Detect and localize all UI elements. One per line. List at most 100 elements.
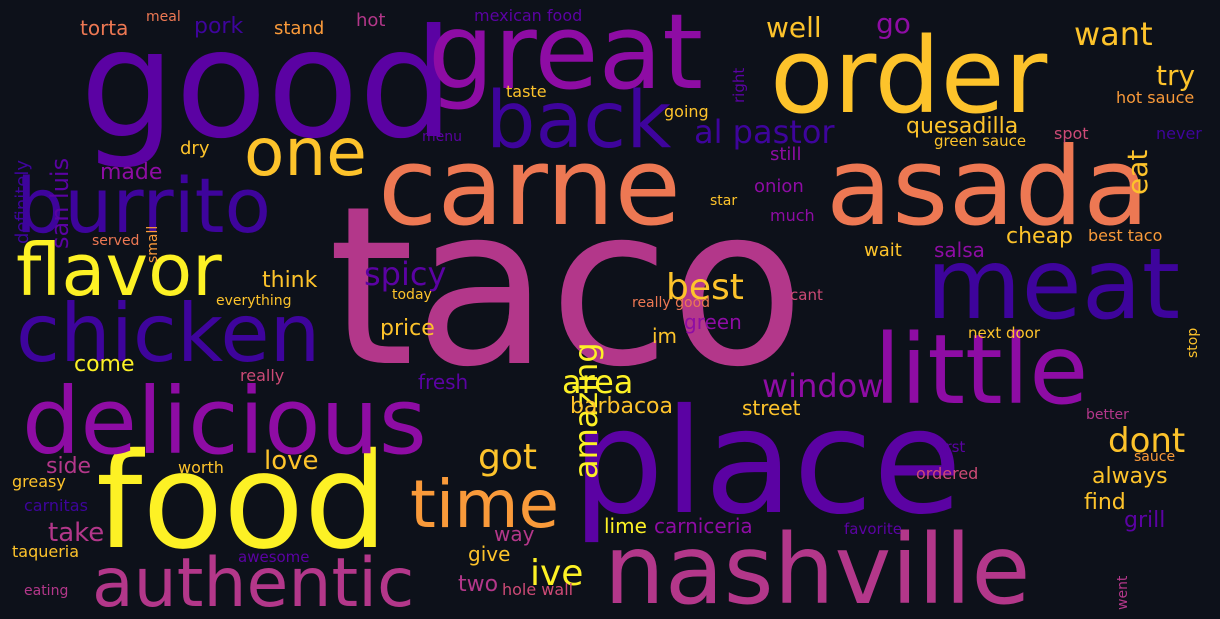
word-food: food <box>96 425 388 579</box>
word-san-luis: san luis <box>46 157 74 249</box>
word-served: served <box>92 233 140 249</box>
word-al-pastor: al pastor <box>694 113 835 151</box>
word-quesadilla: quesadilla <box>906 114 1019 139</box>
word-worth: worth <box>178 458 224 477</box>
word-really: really <box>240 366 285 385</box>
word-taco: taco <box>328 159 805 415</box>
word-two: two <box>458 572 499 597</box>
word-first: first <box>936 438 966 456</box>
word-find: find <box>1084 490 1126 515</box>
word-little: little <box>874 314 1089 426</box>
word-onion: onion <box>754 176 804 197</box>
word-menu: menu <box>422 129 462 145</box>
word-best-taco: best taco <box>1088 226 1163 245</box>
word-greasy: greasy <box>12 472 66 491</box>
word-delicious: delicious <box>22 368 427 475</box>
word-taqueria: taqueria <box>12 542 80 561</box>
word-well: well <box>766 11 822 44</box>
word-go: go <box>876 7 911 40</box>
word-dry: dry <box>180 138 210 159</box>
word-dont: dont <box>1108 421 1186 461</box>
word-good: good <box>80 0 454 172</box>
word-sauce: sauce <box>1134 449 1176 465</box>
word-give: give <box>468 542 511 566</box>
word-street: street <box>742 396 801 420</box>
word-going: going <box>664 102 709 121</box>
word-come: come <box>74 352 135 377</box>
word-price: price <box>380 316 435 341</box>
word-carne: carne <box>378 125 681 250</box>
word-order: order <box>770 15 1048 137</box>
word-grill: grill <box>1124 508 1166 533</box>
word-lime: lime <box>604 514 647 538</box>
word-area: area <box>562 363 634 401</box>
word-authentic: authentic <box>92 544 415 619</box>
word-way: way <box>494 522 535 546</box>
word-carnitas: carnitas <box>24 496 88 515</box>
word-wait: wait <box>864 240 902 261</box>
word-cant: cant <box>790 286 823 304</box>
word-im: im <box>652 324 678 348</box>
word-fresh: fresh <box>418 370 469 394</box>
word-went: went <box>1115 575 1131 610</box>
word-favorite: favorite <box>844 520 902 538</box>
word-really-good: really good <box>632 295 711 311</box>
word-chicken: chicken <box>16 287 321 380</box>
word-got: got <box>478 437 537 478</box>
word-asada: asada <box>826 125 1150 250</box>
word-never: never <box>1156 124 1202 143</box>
word-want: want <box>1074 15 1153 53</box>
word-awesome: awesome <box>238 548 310 566</box>
word-stand: stand <box>274 18 325 39</box>
word-torta: torta <box>80 16 129 40</box>
word-much: much <box>770 206 815 225</box>
word-spicy: spicy <box>364 255 447 293</box>
word-eat: eat <box>1121 149 1154 195</box>
word-place: place <box>572 378 963 547</box>
word-great: great <box>428 0 703 113</box>
word-carniceria: carniceria <box>654 514 753 538</box>
word-stop: stop <box>1185 327 1201 358</box>
word-mexican-food: mexican food <box>474 6 583 25</box>
word-think: think <box>262 268 318 293</box>
word-definitely: definitely <box>12 159 33 244</box>
word-better: better <box>1086 407 1129 423</box>
word-everything: everything <box>216 293 292 309</box>
word-window: window <box>762 367 884 405</box>
word-always: always <box>1092 464 1168 489</box>
word-green-sauce: green sauce <box>934 132 1027 150</box>
word-burrito: burrito <box>16 161 271 250</box>
word-pork: pork <box>194 14 244 39</box>
word-hot: hot <box>356 10 386 31</box>
word-back: back <box>486 76 672 166</box>
word-meat: meat <box>926 228 1181 342</box>
word-next-door: next door <box>968 324 1041 342</box>
word-love: love <box>264 446 319 476</box>
word-meal: meal <box>146 9 181 25</box>
word-barbacoa: barbacoa <box>570 394 673 419</box>
word-hole-wall: hole wall <box>502 580 574 599</box>
word-taste: taste <box>506 82 547 101</box>
word-made: made <box>100 160 163 185</box>
word-salsa: salsa <box>934 238 985 262</box>
word-ordered: ordered <box>916 464 979 483</box>
word-flavor: flavor <box>16 228 222 312</box>
word-green: green <box>684 310 742 334</box>
word-best: best <box>666 267 744 308</box>
word-time: time <box>410 466 560 543</box>
word-ive: ive <box>530 553 584 594</box>
word-cheap: cheap <box>1006 224 1074 249</box>
word-one: one <box>244 114 367 191</box>
word-star: star <box>710 193 738 209</box>
word-small: small <box>145 225 161 263</box>
word-try: try <box>1156 59 1196 92</box>
word-right: right <box>730 67 748 103</box>
word-nashville: nashville <box>604 514 1031 619</box>
word-today: today <box>392 287 432 303</box>
word-take: take <box>48 518 105 548</box>
word-still: still <box>770 144 802 165</box>
word-spot: spot <box>1054 124 1089 143</box>
word-side: side <box>46 454 92 479</box>
word-eating: eating <box>24 583 69 599</box>
